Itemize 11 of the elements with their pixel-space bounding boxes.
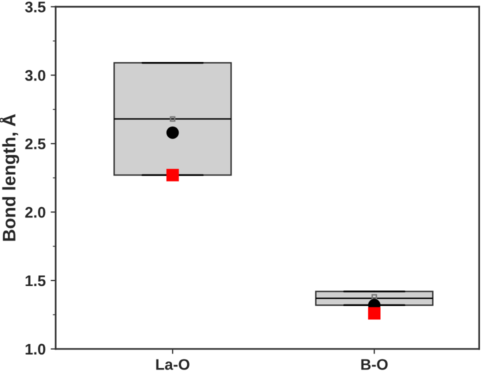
point (368, 307, 381, 320)
y-tick-label: 2.5 (25, 138, 46, 150)
y-tick-label: 1.0 (26, 344, 46, 355)
point (166, 126, 179, 139)
point (166, 168, 179, 182)
y-tick-label: 2.0 (25, 206, 46, 218)
x-tick-label: La-O (156, 359, 190, 370)
x-tick-label: B-O (361, 359, 388, 370)
y-tick-label: 1.5 (26, 276, 46, 286)
y-tick-label: 3.0 (25, 70, 46, 81)
y-tick-label: 3.5 (25, 2, 46, 12)
